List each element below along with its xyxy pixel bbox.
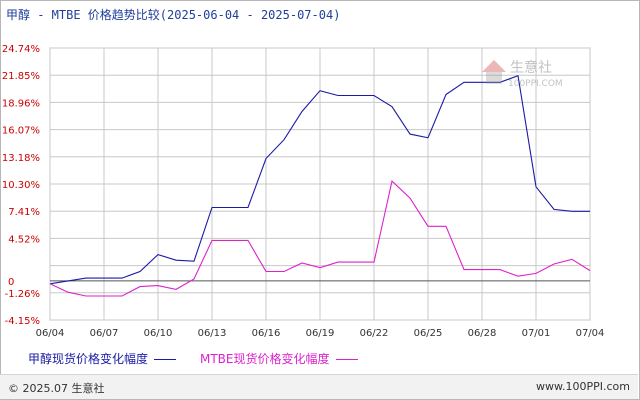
- y-tick-label: 24.74%: [2, 44, 40, 55]
- x-tick-label: 06/10: [144, 328, 173, 339]
- legend-swatch-series1: [154, 359, 177, 360]
- x-tick-label: 07/04: [576, 328, 605, 339]
- legend-swatch-series2: [335, 359, 358, 360]
- x-tick-label: 06/04: [36, 328, 65, 339]
- y-tick-label: 7.41%: [8, 207, 40, 218]
- y-tick-label: 13.18%: [2, 153, 40, 164]
- zero-label: 0: [8, 277, 14, 288]
- y-tick-label: 4.52%: [8, 234, 40, 245]
- y-tick-label: 18.96%: [2, 98, 40, 109]
- legend-label-series2: MTBE现货价格变化幅度: [200, 352, 330, 366]
- series-line-2: [49, 180, 591, 297]
- house-icon: [482, 60, 506, 84]
- watermark-logo: 生意社 100PPI.COM: [482, 59, 563, 89]
- legend-label-series1: 甲醇现货价格变化幅度: [28, 352, 149, 366]
- chart-title: 甲醇 - MTBE 价格趋势比较(2025-06-04 - 2025-07-04…: [6, 8, 341, 22]
- y-tick-label: 10.30%: [2, 180, 40, 191]
- y-tick-label: 21.85%: [2, 71, 40, 82]
- y-tick-label: -4.15%: [5, 316, 40, 327]
- legend-item-series1: 甲醇现货价格变化幅度: [28, 350, 177, 367]
- x-tick-label: 06/28: [468, 328, 497, 339]
- x-tick-label: 06/13: [198, 328, 227, 339]
- x-tick-label: 06/22: [360, 328, 389, 339]
- x-tick-label: 07/01: [522, 328, 551, 339]
- legend-item-series2: MTBE现货价格变化幅度: [200, 350, 358, 367]
- series-line-1: [49, 74, 590, 285]
- x-tick-label: 06/19: [306, 328, 335, 339]
- footer-copyright: © 2025.07 生意社: [8, 382, 105, 395]
- watermark-name: 生意社: [510, 59, 552, 76]
- y-tick-label: -1.26%: [5, 289, 40, 300]
- x-tick-label: 06/25: [414, 328, 443, 339]
- x-tick-label: 06/16: [252, 328, 281, 339]
- y-tick-label: 16.07%: [2, 126, 40, 137]
- footer-site-link[interactable]: www.100PPI.com: [536, 380, 630, 393]
- legend: 甲醇现货价格变化幅度 MTBE现货价格变化幅度: [0, 344, 640, 368]
- footer: © 2025.07 生意社 www.100PPI.com: [0, 374, 638, 399]
- watermark-url: 100PPI.COM: [508, 79, 563, 89]
- x-tick-label: 06/07: [90, 328, 119, 339]
